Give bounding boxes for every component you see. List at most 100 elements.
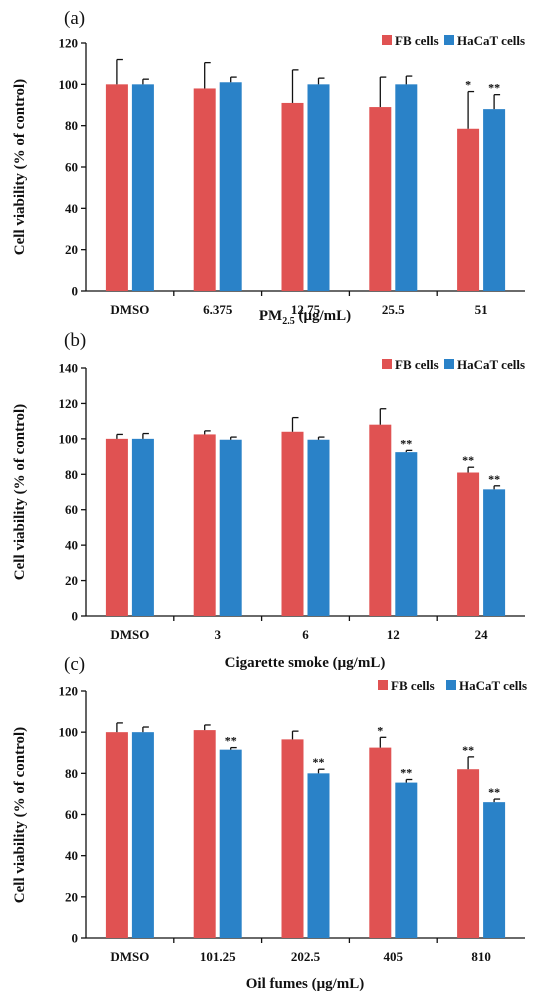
y-tick-label: 20 [65,242,78,257]
bar-fb [193,434,216,616]
x-axis-title: Oil fumes (μg/mL) [246,976,365,992]
x-tick-label: 202.5 [291,949,321,964]
legend-label-fb: FB cells [395,33,439,48]
bar-hacat [131,438,154,616]
x-axis-title-main: PM [259,308,282,324]
bar-hacat [307,439,330,616]
x-tick-label: 24 [475,627,489,642]
legend-swatch-fb [382,359,392,369]
y-axis-title: Cell viability (% of control) [12,727,28,903]
bar-hacat [131,84,154,291]
legend-swatch-hacat [444,35,454,45]
y-axis-title: Cell viability (% of control) [12,404,28,580]
bar-fb [105,438,128,616]
bar-fb [369,747,392,938]
bar-fb [281,102,304,291]
bar-fb [281,739,304,938]
y-axis-title: Cell viability (% of control) [12,79,28,255]
y-tick-label: 60 [65,160,78,175]
legend-label-fb: FB cells [395,357,439,372]
bar-hacat [395,782,418,938]
bar-fb [193,88,216,291]
bar-hacat [219,749,242,938]
x-tick-label: 6.375 [203,302,233,317]
legend-swatch-fb [382,35,392,45]
x-tick-label: 51 [475,302,488,317]
y-tick-label: 40 [65,538,78,553]
y-tick-label: 0 [72,931,79,946]
significance-mark: ** [225,734,237,748]
bar-fb [457,128,480,291]
y-tick-label: 140 [59,361,79,376]
x-tick-label: DMSO [110,627,149,642]
chart-panel-2: (b) 0 20 40 60 80 100 120 140 DMSO 3 6 12 24 ** ** ** FB … [12,330,525,671]
y-tick-label: 60 [65,502,78,517]
bar-fb [105,84,128,291]
bar-hacat [219,439,242,616]
legend-label-hacat: HaCaT cells [459,678,527,693]
y-tick-label: 100 [59,431,79,446]
x-axis-title: Cigarette smoke (μg/mL) [225,655,386,671]
bar-fb [369,107,392,291]
x-tick-label: 6 [302,627,309,642]
x-tick-label: 12.75 [291,302,321,317]
bar-hacat [483,489,506,616]
y-tick-label: 20 [65,573,78,588]
y-tick-label: 100 [59,725,79,740]
bar-hacat [131,732,154,938]
y-tick-label: 0 [72,284,79,299]
x-tick-label: DMSO [110,949,149,964]
significance-mark: * [377,723,383,737]
significance-mark: ** [313,755,325,769]
significance-mark: ** [462,453,474,467]
y-tick-label: 80 [65,766,78,781]
significance-mark: ** [488,472,500,486]
y-tick-label: 60 [65,807,78,822]
legend-label-fb: FB cells [391,678,435,693]
significance-mark: ** [462,743,474,757]
bar-hacat [307,773,330,938]
y-tick-label: 80 [65,467,78,482]
legend-label-hacat: HaCaT cells [457,357,525,372]
bar-hacat [395,84,418,291]
legend-swatch-fb [378,680,388,690]
y-tick-label: 120 [59,684,79,699]
y-tick-label: 40 [65,848,78,863]
y-tick-label: 100 [59,77,79,92]
bar-hacat [483,802,506,938]
y-tick-label: 20 [65,889,78,904]
x-axis-title-subscript: 2.5 [282,316,295,327]
y-tick-label: 120 [59,396,79,411]
significance-mark: ** [400,436,412,450]
bar-hacat [219,82,242,292]
y-tick-label: 80 [65,118,78,133]
x-axis-title-unit: (μg/mL) [295,308,351,324]
significance-mark: ** [488,785,500,799]
chart-panel-3: (c) 0 20 40 60 80 100 120 DMSO 101.25 202.5 405 810 *… [12,654,527,992]
legend-swatch-hacat [446,680,456,690]
x-tick-label: 12 [387,627,400,642]
x-axis-title: PM2.5 (μg/mL) [259,308,351,327]
bar-hacat [307,84,330,291]
legend-swatch-hacat [444,359,454,369]
x-tick-label: 101.25 [200,949,236,964]
bar-hacat [395,452,418,616]
panel-label: (a) [64,8,85,29]
x-tick-label: 405 [384,949,404,964]
x-tick-label: 810 [471,949,491,964]
panel-label: (c) [64,654,85,675]
bar-fb [369,424,392,616]
x-tick-label: DMSO [110,302,149,317]
bar-fb [105,732,128,938]
bar-fb [457,472,480,616]
bar-fb [457,769,480,938]
bar-fb [193,730,216,938]
panel-label: (b) [64,330,86,351]
legend-label-hacat: HaCaT cells [457,33,525,48]
bar-fb [281,431,304,616]
y-tick-label: 40 [65,201,78,216]
x-tick-label: 3 [214,627,221,642]
y-tick-label: 120 [59,36,79,51]
